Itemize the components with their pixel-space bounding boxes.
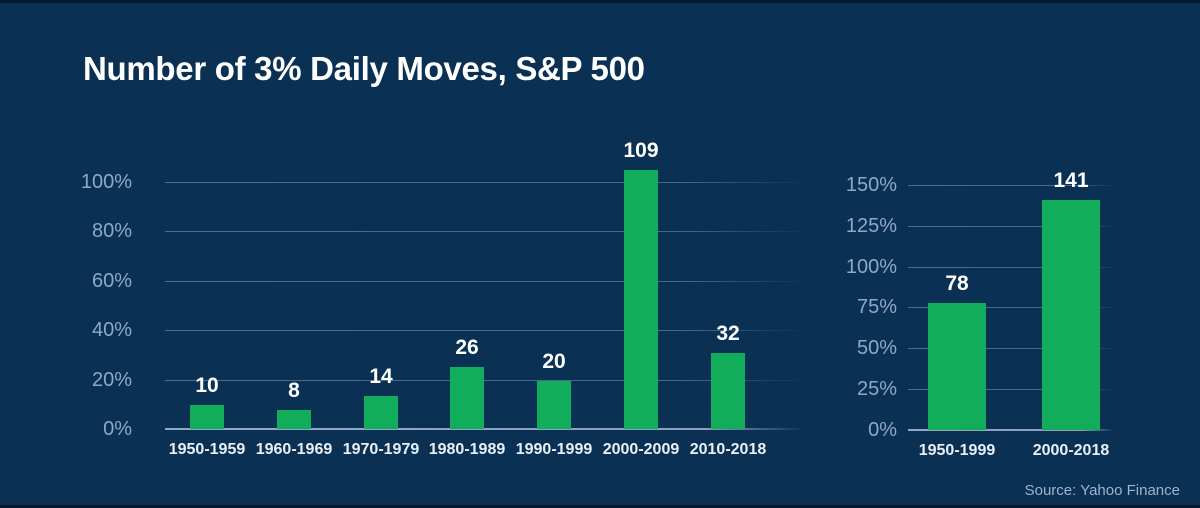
- y-tick-label: 100%: [80, 171, 132, 193]
- x-category-label: 1960-1969: [255, 441, 333, 458]
- bar: [190, 405, 224, 429]
- y-tick-label: 125%: [845, 214, 897, 237]
- axis-baseline: [165, 428, 800, 430]
- source-credit: Source: Yahoo Finance: [1024, 482, 1180, 499]
- x-category-label: 2010-2018: [689, 441, 767, 458]
- bar: [364, 396, 398, 429]
- y-tick-label: 20%: [91, 368, 132, 391]
- y-tick-label: 25%: [856, 378, 897, 401]
- y-tick-label: 0%: [103, 418, 132, 440]
- bar: [450, 367, 484, 429]
- y-tick-label: 150%: [845, 173, 897, 196]
- bar-value-label: 26: [455, 336, 479, 359]
- y-tick-label: 80%: [91, 220, 132, 243]
- y-tick-label: 100%: [845, 255, 897, 278]
- bar: [1042, 200, 1100, 430]
- gridline: [165, 182, 800, 183]
- bar-value-label: 8: [288, 379, 300, 402]
- bar: [928, 303, 986, 430]
- y-tick-label: 75%: [856, 296, 897, 319]
- gridline: [165, 280, 800, 282]
- x-category-label: 1970-1979: [342, 441, 420, 458]
- bar-value-label: 14: [369, 365, 393, 388]
- bar-value-label: 141: [1053, 169, 1089, 192]
- y-tick-label: 50%: [856, 337, 897, 360]
- bar: [624, 170, 658, 429]
- x-category-label: 1980-1989: [428, 441, 506, 458]
- bar-value-label: 109: [623, 139, 659, 162]
- bar-value-label: 20: [542, 350, 566, 373]
- y-tick-label: 0%: [868, 419, 897, 441]
- chart-title: Number of 3% Daily Moves, S&P 500: [83, 50, 645, 87]
- bar-value-label: 78: [945, 272, 969, 295]
- gridline: [908, 307, 1112, 309]
- gridline: [908, 266, 1112, 268]
- bar: [537, 381, 571, 429]
- bar-value-label: 32: [716, 322, 740, 345]
- x-category-label: 1950-1999: [918, 442, 996, 459]
- x-category-label: 1990-1999: [515, 441, 593, 458]
- bar: [711, 353, 745, 429]
- axis-baseline: [908, 429, 1112, 431]
- y-tick-label: 40%: [91, 319, 132, 342]
- bar: [277, 410, 311, 429]
- gridline: [908, 348, 1112, 350]
- x-category-label: 2000-2009: [602, 441, 680, 458]
- top-border: [0, 0, 1200, 3]
- bar-value-label: 10: [195, 374, 219, 397]
- gridline: [908, 389, 1112, 391]
- y-tick-label: 60%: [91, 269, 132, 292]
- gridline: [908, 225, 1112, 227]
- x-category-label: 1950-1959: [168, 441, 246, 458]
- gridline: [165, 330, 800, 332]
- gridline: [165, 231, 800, 233]
- x-category-label: 2000-2018: [1032, 442, 1110, 459]
- bottom-border: [0, 505, 1200, 508]
- gridline: [908, 184, 1112, 186]
